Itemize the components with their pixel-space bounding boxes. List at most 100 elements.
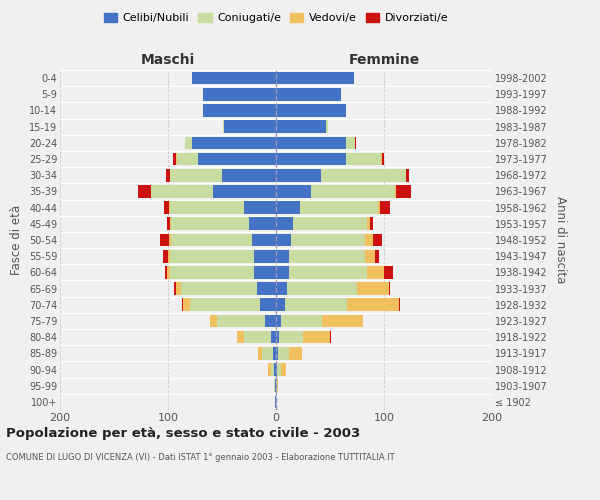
Bar xyxy=(262,347,273,360)
Bar xyxy=(273,347,276,360)
Bar xyxy=(169,234,171,246)
Bar xyxy=(276,152,346,166)
Bar xyxy=(406,169,409,181)
Bar xyxy=(276,298,284,311)
Y-axis label: Fasce di età: Fasce di età xyxy=(10,205,23,275)
Bar xyxy=(203,104,276,117)
Bar xyxy=(164,202,169,214)
Bar xyxy=(276,250,289,262)
Bar xyxy=(254,266,276,278)
Bar xyxy=(291,234,365,246)
Bar xyxy=(355,136,356,149)
Bar xyxy=(396,185,411,198)
Bar xyxy=(346,136,355,149)
Bar xyxy=(166,169,170,181)
Text: COMUNE DI LUGO DI VICENZA (VI) - Dati ISTAT 1° gennaio 2003 - Elaborazione TUTTI: COMUNE DI LUGO DI VICENZA (VI) - Dati IS… xyxy=(6,452,395,462)
Bar xyxy=(346,152,381,166)
Bar xyxy=(222,169,276,181)
Bar xyxy=(183,298,190,311)
Bar xyxy=(224,120,276,133)
Bar xyxy=(210,314,217,328)
Bar xyxy=(384,266,392,278)
Bar xyxy=(167,266,170,278)
Bar xyxy=(169,202,170,214)
Bar xyxy=(167,218,170,230)
Bar xyxy=(377,202,380,214)
Bar xyxy=(181,282,257,295)
Bar xyxy=(276,136,346,149)
Bar xyxy=(217,314,265,328)
Text: Maschi: Maschi xyxy=(141,53,195,67)
Bar xyxy=(223,120,224,133)
Bar xyxy=(170,250,254,262)
Bar xyxy=(165,266,167,278)
Bar xyxy=(163,250,168,262)
Bar xyxy=(284,298,347,311)
Bar xyxy=(276,120,326,133)
Bar xyxy=(281,363,286,376)
Bar xyxy=(281,314,322,328)
Bar xyxy=(171,234,252,246)
Bar xyxy=(303,331,330,344)
Bar xyxy=(244,202,276,214)
Bar xyxy=(249,218,276,230)
Bar xyxy=(276,331,279,344)
Bar xyxy=(287,282,357,295)
Bar xyxy=(276,202,300,214)
Bar xyxy=(170,266,254,278)
Bar xyxy=(171,218,249,230)
Bar xyxy=(271,363,274,376)
Bar xyxy=(244,331,271,344)
Bar xyxy=(214,185,276,198)
Bar xyxy=(276,266,289,278)
Bar xyxy=(185,136,192,149)
Bar xyxy=(192,136,276,149)
Bar xyxy=(192,72,276,85)
Bar xyxy=(330,331,331,344)
Bar xyxy=(268,363,271,376)
Bar xyxy=(271,331,276,344)
Bar xyxy=(322,314,364,328)
Bar xyxy=(276,347,278,360)
Bar xyxy=(276,72,354,85)
Bar xyxy=(278,347,289,360)
Bar xyxy=(277,363,281,376)
Bar xyxy=(373,234,382,246)
Bar xyxy=(252,234,276,246)
Bar xyxy=(289,347,302,360)
Bar xyxy=(365,250,376,262)
Bar xyxy=(370,218,373,230)
Bar xyxy=(175,282,176,295)
Bar xyxy=(275,396,276,408)
Bar xyxy=(170,218,171,230)
Bar xyxy=(279,331,303,344)
Bar xyxy=(365,234,373,246)
Bar xyxy=(151,185,214,198)
Bar xyxy=(274,363,276,376)
Bar xyxy=(276,282,287,295)
Bar xyxy=(380,202,391,214)
Bar xyxy=(389,282,391,295)
Bar xyxy=(276,185,311,198)
Bar xyxy=(367,266,384,278)
Bar xyxy=(254,250,276,262)
Bar xyxy=(274,380,275,392)
Bar xyxy=(367,218,370,230)
Bar xyxy=(170,169,222,181)
Bar xyxy=(277,380,278,392)
Text: Popolazione per età, sesso e stato civile - 2003: Popolazione per età, sesso e stato civil… xyxy=(6,428,360,440)
Bar xyxy=(138,185,151,198)
Bar xyxy=(190,298,260,311)
Bar xyxy=(257,347,262,360)
Bar xyxy=(275,380,276,392)
Bar xyxy=(276,88,341,101)
Y-axis label: Anni di nascita: Anni di nascita xyxy=(554,196,567,284)
Bar xyxy=(176,152,198,166)
Bar xyxy=(276,104,346,117)
Bar xyxy=(382,152,384,166)
Bar xyxy=(176,282,181,295)
Text: Femmine: Femmine xyxy=(349,53,419,67)
Bar xyxy=(326,120,328,133)
Bar xyxy=(198,152,276,166)
Bar xyxy=(276,169,322,181)
